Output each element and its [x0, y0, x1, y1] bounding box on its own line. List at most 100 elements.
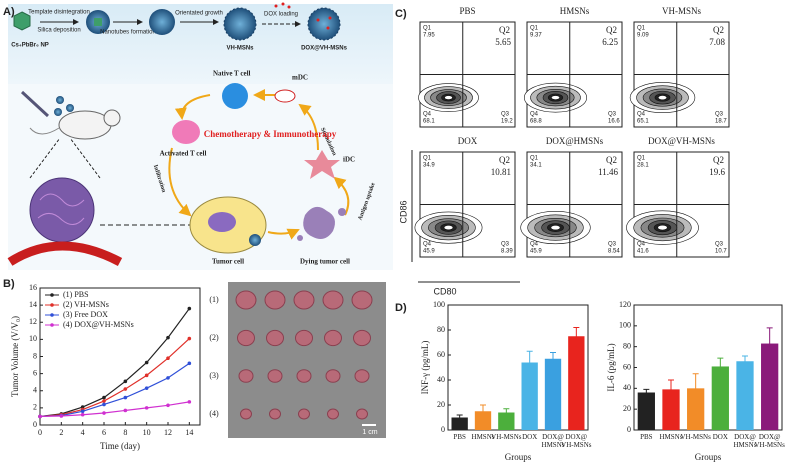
- quadrant-value: 45.9: [423, 249, 435, 255]
- data-point: [123, 379, 128, 384]
- product-label: DOX@VH-MSNs: [301, 46, 348, 52]
- x-tick-label: DOX@ HMSNs: [541, 433, 565, 449]
- error-bar: [480, 404, 486, 418]
- y-tick-label: 16: [29, 283, 37, 292]
- quadrant-value: 19.6: [709, 167, 725, 177]
- mdc: [274, 89, 296, 103]
- y-tick-label: 6: [33, 368, 37, 377]
- legend-label: (2) VH-MSNs: [63, 300, 109, 309]
- core: [94, 18, 102, 26]
- x-tick-label: 6: [102, 428, 106, 437]
- y-tick-label: 120: [619, 300, 631, 309]
- series-line: [39, 362, 190, 418]
- drug-dot: [316, 18, 320, 22]
- x-tick-label-box: DOX@ HMSNs: [734, 433, 757, 449]
- x-tick-label-box: DOX@ VH-MSNs: [561, 433, 591, 449]
- flow-x-label: CD80: [433, 286, 456, 296]
- error-bar: [526, 350, 533, 375]
- quadrant-name: Q3: [608, 112, 617, 118]
- x-tick-label: 2: [59, 428, 63, 437]
- cycle-arrow: [168, 147, 192, 217]
- series-line: [39, 338, 190, 418]
- panel-label: C): [395, 8, 407, 20]
- cell-label: iDC: [343, 156, 355, 164]
- cell-label: Tumor cell: [212, 258, 244, 266]
- panel-label: B): [3, 278, 15, 290]
- plot-frame: [447, 304, 589, 431]
- y-tick-label: 4: [33, 386, 37, 395]
- y-tick-label: 40: [437, 375, 445, 384]
- flow-title: HMSNs: [560, 6, 590, 16]
- quadrant-name: Q1: [637, 156, 646, 162]
- y-tick-label: 0: [441, 425, 445, 434]
- quadrant-name: Q1: [423, 156, 432, 162]
- data-point: [59, 414, 64, 418]
- tumor-sample: [353, 329, 371, 347]
- data-point: [144, 373, 149, 378]
- quadrant-name: Q2: [713, 155, 724, 165]
- x-tick-label: 14: [185, 428, 193, 437]
- quadrant-value: 45.9: [530, 249, 542, 255]
- x-tick-label: 12: [164, 428, 172, 437]
- series-line: [39, 401, 190, 418]
- x-tick-label: 8: [123, 428, 127, 437]
- x-tick-label-box: VH-MSNs: [491, 433, 521, 441]
- error-bar: [692, 373, 699, 404]
- data-point: [144, 386, 149, 390]
- bar: [568, 336, 585, 430]
- density-contour: [550, 224, 561, 231]
- x-tick-label-box: DOX@ VH-MSNs: [754, 433, 785, 449]
- quadrant-value: 34.9: [423, 163, 435, 169]
- x-tick-label: PBS: [640, 433, 653, 441]
- cell-label: Dying tumor cell: [300, 258, 350, 266]
- tumor: [29, 177, 95, 243]
- legend-label: (3) Free DOX: [63, 310, 108, 319]
- y-tick-label: 80: [623, 341, 631, 350]
- drug-dot: [281, 2, 285, 6]
- step-label: Nanotubes formation: [100, 30, 156, 36]
- y-tick-label: 100: [619, 321, 631, 330]
- step-label: Template disintegration: [28, 10, 90, 16]
- flow-title: DOX@HMSNs: [546, 136, 604, 146]
- y-tick-label: 40: [623, 383, 631, 392]
- y-tick-label: 20: [437, 400, 445, 409]
- x-tick-label: DOX@ VH-MSNs: [754, 433, 785, 449]
- y-tick-label: 0: [33, 420, 37, 429]
- data-point: [144, 360, 149, 365]
- x-tick-label: 0: [38, 428, 42, 437]
- error-bar: [766, 327, 773, 360]
- data-point: [123, 395, 128, 400]
- y-tick-label: 14: [29, 300, 37, 309]
- quadrant-name: Q3: [501, 112, 510, 118]
- fragment: [338, 208, 346, 216]
- data-point: [102, 395, 106, 400]
- quadrant-name: Q4: [530, 242, 539, 248]
- quadrant-name: Q1: [530, 26, 539, 32]
- quadrant-value: 9.37: [530, 33, 542, 39]
- data-point: [187, 361, 192, 366]
- flow-title: DOX@VH-MSNs: [648, 136, 715, 146]
- x-tick-label-box: DOX: [713, 433, 728, 441]
- particle: [56, 96, 64, 104]
- x-tick-label: PBS: [453, 433, 466, 441]
- step-label: Orientated growth: [175, 11, 223, 17]
- data-point: [102, 399, 106, 403]
- np-icon: [13, 11, 31, 31]
- particle: [54, 108, 62, 116]
- particle: [249, 234, 261, 246]
- error-bar: [742, 355, 748, 367]
- bar: [451, 417, 468, 430]
- tumor-sample: [269, 408, 281, 420]
- native-t-cell: [222, 83, 248, 109]
- quadrant-value: 16.6: [608, 119, 620, 125]
- cycle-arrow: [333, 176, 350, 216]
- data-point: [123, 387, 128, 391]
- quadrant-value: 28.1: [637, 163, 649, 169]
- quadrant-name: Q3: [608, 242, 617, 248]
- activated-t-cell: [172, 120, 200, 144]
- flow-title: VH-MSNs: [662, 6, 702, 16]
- x-tick-label-box: PBS: [453, 433, 466, 441]
- quadrant-name: Q4: [637, 242, 646, 248]
- particle: [149, 9, 175, 35]
- scale-label: 1 cm: [362, 429, 377, 436]
